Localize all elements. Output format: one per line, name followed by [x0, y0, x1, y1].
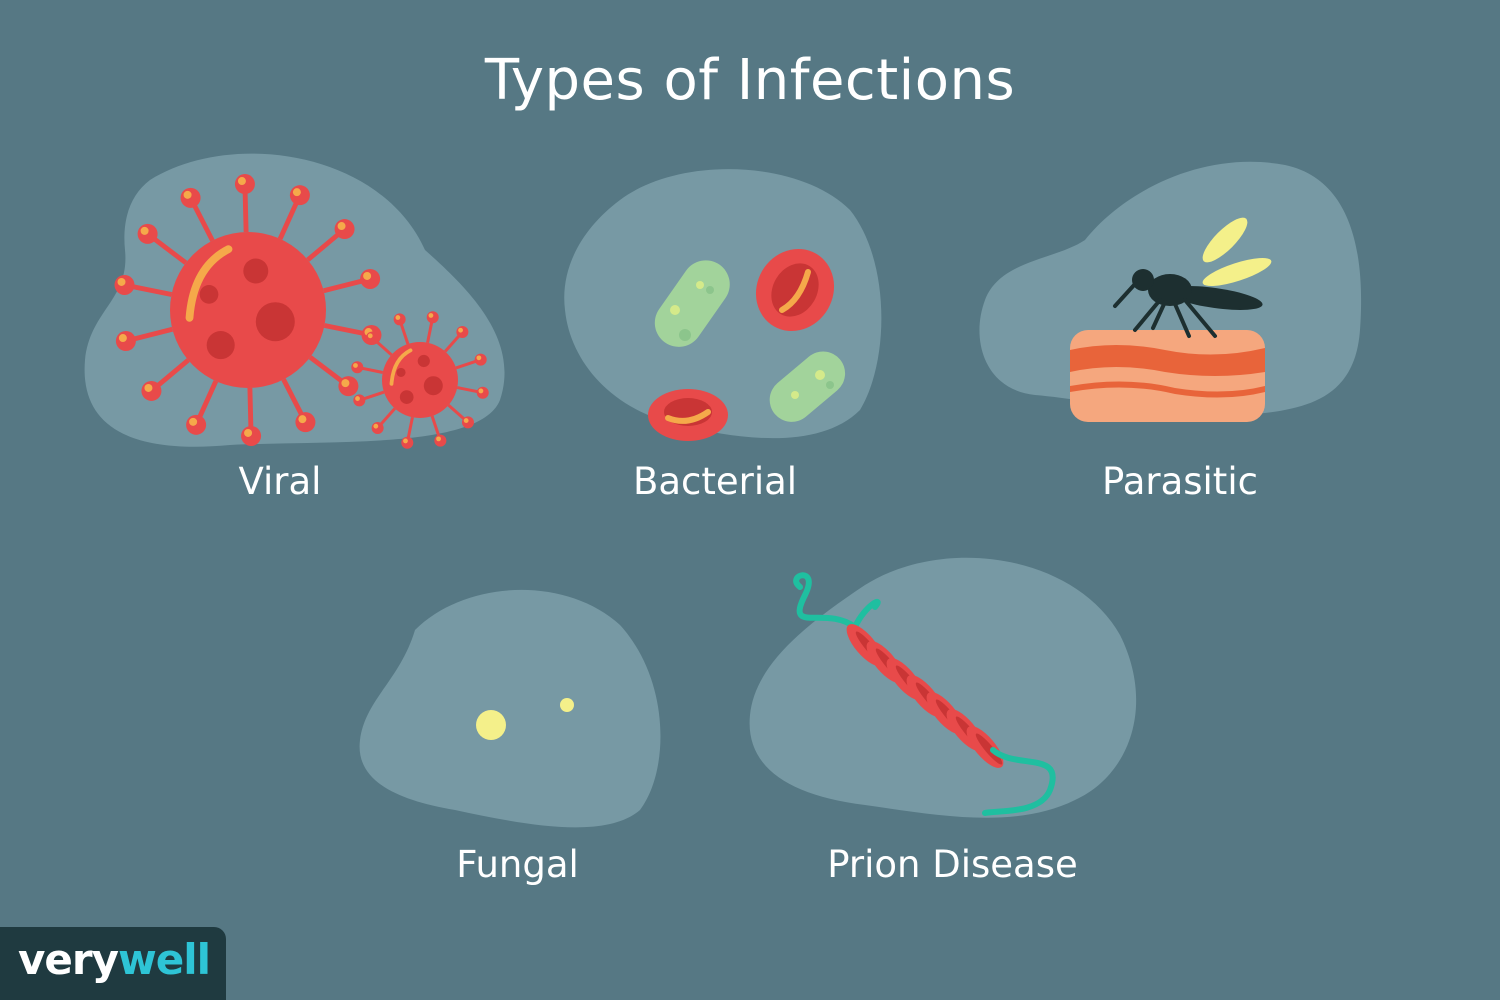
label-viral: Viral	[238, 460, 322, 503]
red-blood-cell-icon	[648, 248, 835, 441]
prion-protein-icon	[793, 572, 1056, 816]
mosquito-icon	[1113, 217, 1272, 338]
virus-icon	[351, 311, 489, 449]
prion-illustration	[749, 557, 1137, 818]
fungus-spores-icon	[476, 698, 574, 740]
label-prion-disease: Prion Disease	[827, 843, 1078, 886]
flesh-icon	[1070, 330, 1265, 422]
label-fungal: Fungal	[456, 843, 579, 886]
logo-text-very: very	[18, 935, 119, 984]
label-parasitic: Parasitic	[1102, 460, 1258, 503]
logo-text-well: well	[117, 935, 211, 984]
prion-blob	[749, 557, 1137, 818]
bacterial-illustration	[564, 169, 882, 441]
page-title: Types of Infections	[484, 48, 1016, 113]
virus-icon	[114, 174, 382, 446]
fungal-blob	[359, 589, 661, 828]
label-bacterial: Bacterial	[632, 460, 798, 503]
fungal-illustration	[359, 589, 661, 828]
parasitic-illustration	[979, 161, 1362, 422]
bacteria-icon	[654, 260, 846, 422]
bacterial-blob	[564, 169, 882, 439]
brand-logo: verywell	[0, 927, 226, 1000]
viral-illustration	[84, 153, 505, 449]
